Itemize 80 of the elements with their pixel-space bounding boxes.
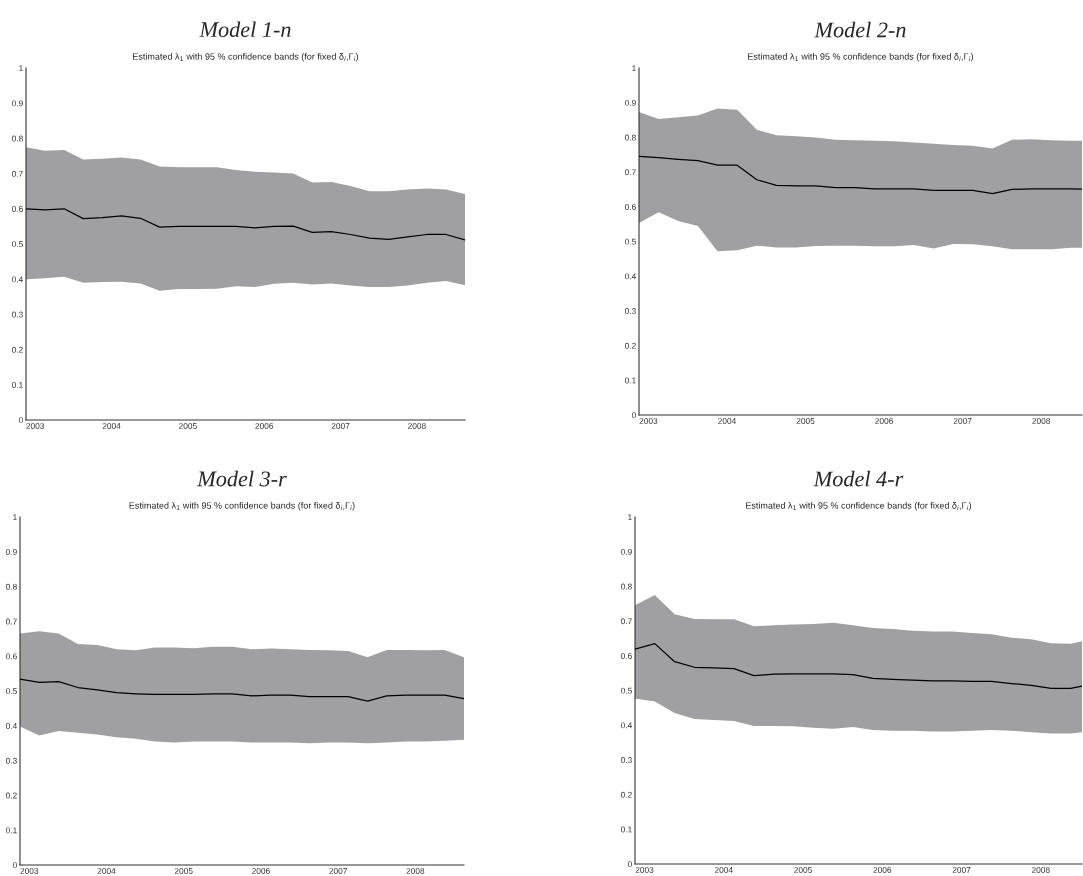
y-tick-label: 0.8 bbox=[5, 583, 17, 590]
x-tick-label: 2005 bbox=[174, 868, 193, 874]
chart-title: Model 2-n bbox=[814, 21, 906, 38]
x-tick-label: 2007 bbox=[331, 423, 350, 429]
y-tick-label: 0.4 bbox=[620, 722, 632, 729]
x-tick-label: 2006 bbox=[873, 867, 892, 873]
y-tick-label: 0 bbox=[18, 417, 23, 424]
y-tick-label: 0.1 bbox=[11, 382, 23, 388]
y-tick-label: 0.2 bbox=[11, 346, 23, 353]
x-tick-label: 2005 bbox=[794, 867, 812, 873]
chart-title: Model 4-r bbox=[813, 470, 904, 487]
x-tick-label: 2004 bbox=[714, 867, 733, 873]
x-tick-label: 2005 bbox=[179, 423, 197, 429]
x-tick-label: 2006 bbox=[875, 418, 893, 424]
x-tick-label: 2008 bbox=[408, 423, 426, 429]
line-series bbox=[26, 208, 465, 241]
x-tick-label: 2004 bbox=[102, 423, 121, 429]
y-tick-label: 0.4 bbox=[5, 723, 17, 729]
y-tick-label: 1 bbox=[19, 65, 23, 72]
y-tick-label: 0 bbox=[12, 862, 17, 869]
y-tick-label: 0.8 bbox=[624, 134, 636, 141]
x-tick-label: 2008 bbox=[1031, 867, 1050, 873]
x-tick-label: 2003 bbox=[20, 868, 39, 874]
chart-subtitle: Estimated λ$_{1}$ with 95 % confidence bands (for fixed δ$_{i}$,Γ$_{i}$) bbox=[129, 502, 355, 511]
y-tick-label: 0.6 bbox=[11, 206, 23, 212]
y-tick-label: 0.6 bbox=[620, 653, 632, 659]
y-tick-label: 1 bbox=[632, 65, 636, 72]
y-tick-label: 0.9 bbox=[11, 100, 23, 107]
y-tick-label: 0.7 bbox=[11, 170, 23, 177]
x-tick-label: 2006 bbox=[252, 868, 270, 874]
y-tick-label: 0 bbox=[631, 412, 636, 419]
y-tick-label: 0.7 bbox=[5, 618, 17, 625]
y-tick-label: 0 bbox=[627, 861, 632, 868]
y-tick-label: 0.2 bbox=[624, 342, 636, 349]
y-tick-label: 0.1 bbox=[620, 826, 632, 833]
y-tick-label: 0.5 bbox=[11, 241, 23, 248]
x-tick-label: 2004 bbox=[97, 868, 116, 874]
y-tick-label: 0.9 bbox=[5, 549, 17, 555]
y-tick-label: 0.6 bbox=[5, 653, 17, 660]
chart-subtitle: Estimated λ$_{1}$ with 95 % confidence bands (for fixed δ$_{i}$,Γ$_{i}$) bbox=[746, 502, 972, 511]
y-tick-label: 0.5 bbox=[620, 687, 632, 694]
chart-title: Model 1-n bbox=[199, 21, 291, 38]
line-series bbox=[20, 678, 464, 702]
line-series bbox=[639, 155, 1082, 195]
y-tick-label: 0.6 bbox=[624, 204, 636, 210]
line-series bbox=[635, 643, 1082, 690]
chart-title: Model 3-r bbox=[197, 470, 287, 487]
y-tick-label: 0.7 bbox=[620, 618, 632, 625]
y-tick-label: 0.3 bbox=[11, 311, 23, 318]
x-tick-label: 2005 bbox=[796, 418, 815, 424]
chart-subtitle: Estimated λ$_{1}$ with 95 % confidence bands (for fixed δ$_{i}$,Γ$_{i}$) bbox=[133, 53, 359, 62]
y-tick-label: 0.8 bbox=[620, 583, 632, 590]
x-tick-label: 2004 bbox=[718, 418, 736, 424]
y-tick-label: 0.7 bbox=[624, 169, 636, 176]
y-tick-label: 0.8 bbox=[11, 135, 23, 142]
y-tick-label: 0.1 bbox=[624, 377, 636, 384]
x-tick-label: 2007 bbox=[952, 867, 971, 873]
y-tick-label: 0.9 bbox=[624, 99, 636, 106]
x-tick-label: 2007 bbox=[953, 418, 972, 424]
x-tick-label: 2007 bbox=[329, 868, 347, 874]
chart-subtitle: Estimated λ$_{1}$ with 95 % confidence bands (for fixed δ$_{i}$,Γ$_{i}$) bbox=[748, 53, 974, 62]
x-tick-label: 2008 bbox=[406, 868, 425, 874]
y-tick-label: 0.3 bbox=[620, 757, 632, 763]
x-tick-label: 2003 bbox=[635, 867, 654, 873]
y-tick-label: 0.4 bbox=[624, 273, 636, 280]
y-tick-label: 1 bbox=[13, 514, 17, 521]
y-tick-label: 0.3 bbox=[624, 308, 636, 314]
y-tick-label: 0.2 bbox=[620, 791, 632, 798]
y-tick-label: 0.1 bbox=[5, 827, 17, 834]
y-tick-label: 1 bbox=[628, 514, 632, 521]
x-tick-label: 2003 bbox=[639, 418, 658, 424]
y-tick-label: 0.3 bbox=[5, 757, 17, 764]
y-tick-label: 0.9 bbox=[620, 548, 632, 555]
x-tick-label: 2003 bbox=[26, 423, 45, 429]
y-tick-label: 0.5 bbox=[5, 688, 17, 695]
y-tick-label: 0.4 bbox=[11, 276, 23, 283]
x-tick-label: 2006 bbox=[255, 423, 274, 429]
x-tick-label: 2008 bbox=[1032, 418, 1051, 424]
y-tick-label: 0.5 bbox=[624, 238, 636, 245]
y-tick-label: 0.2 bbox=[5, 792, 17, 799]
